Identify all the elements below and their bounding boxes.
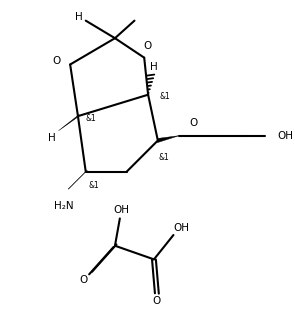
Text: H: H [150, 63, 158, 72]
Text: H₂N: H₂N [55, 201, 74, 211]
Polygon shape [68, 170, 87, 189]
Text: &1: &1 [86, 114, 96, 122]
Text: O: O [80, 275, 88, 285]
Text: H: H [75, 12, 83, 22]
Text: O: O [53, 56, 61, 66]
Text: O: O [190, 118, 198, 128]
Polygon shape [58, 115, 79, 131]
Text: &1: &1 [89, 182, 99, 190]
Text: H: H [48, 133, 55, 143]
Text: OH: OH [114, 205, 130, 215]
Text: O: O [143, 41, 151, 51]
Text: OH: OH [173, 223, 189, 233]
Polygon shape [157, 136, 179, 143]
Text: &1: &1 [160, 92, 171, 101]
Text: OH: OH [278, 130, 294, 141]
Text: &1: &1 [159, 153, 170, 162]
Text: O: O [153, 296, 161, 306]
